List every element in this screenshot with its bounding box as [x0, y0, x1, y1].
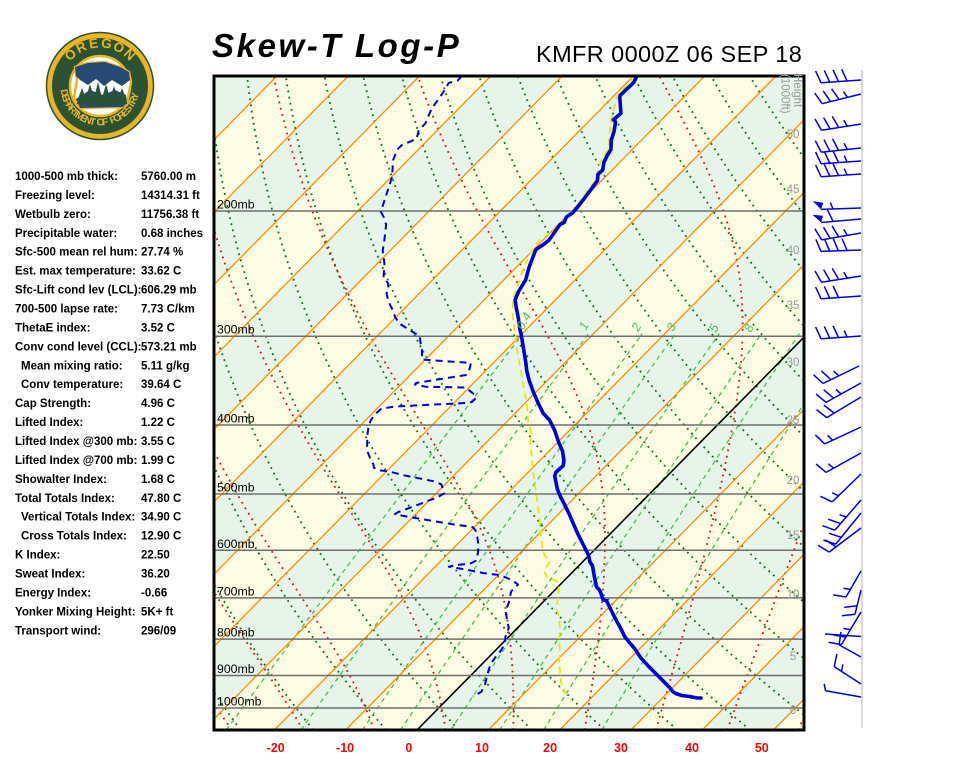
svg-text:10: 10: [787, 589, 800, 601]
svg-text:33.62 C: 33.62 C: [141, 266, 181, 278]
svg-text:Yonker Mixing Height:: Yonker Mixing Height:: [15, 606, 136, 618]
svg-text:7.73 C/km: 7.73 C/km: [141, 304, 195, 316]
svg-text:Wetbulb zero:: Wetbulb zero:: [15, 209, 91, 221]
svg-text:E: E: [78, 113, 89, 126]
svg-text:1000-500 mb thick:: 1000-500 mb thick:: [15, 171, 118, 183]
svg-text:35: 35: [787, 300, 800, 312]
svg-text:39.64 C: 39.64 C: [141, 379, 181, 391]
svg-text:P: P: [60, 97, 73, 108]
svg-text:Lifted Index:: Lifted Index:: [15, 417, 83, 429]
svg-text:10: 10: [475, 741, 489, 755]
svg-text:300mb: 300mb: [217, 323, 255, 337]
svg-text:Conv temperature:: Conv temperature:: [21, 379, 123, 391]
svg-text:0.68 inches: 0.68 inches: [141, 228, 203, 240]
svg-text:573.21 mb: 573.21 mb: [141, 341, 197, 353]
svg-text:600mb: 600mb: [217, 537, 255, 551]
svg-text:40: 40: [787, 245, 800, 257]
svg-text:-0.66: -0.66: [141, 588, 167, 600]
svg-text:0: 0: [405, 741, 412, 755]
svg-text:Y: Y: [129, 91, 141, 101]
svg-text:Cap Strength:: Cap Strength:: [15, 398, 91, 410]
svg-text:Showalter Index:: Showalter Index:: [15, 474, 107, 486]
svg-text:500mb: 500mb: [217, 481, 255, 495]
svg-text:-20: -20: [267, 741, 285, 755]
svg-text:E: E: [88, 35, 99, 51]
svg-text:1000mb: 1000mb: [217, 695, 262, 709]
svg-text:40: 40: [685, 741, 699, 755]
svg-text:14314.31 ft: 14314.31 ft: [141, 190, 200, 202]
svg-text:50: 50: [787, 129, 800, 141]
svg-text:E: E: [59, 93, 72, 103]
svg-text:F: F: [102, 117, 110, 129]
svg-text:606.29 mb: 606.29 mb: [141, 285, 197, 297]
svg-text:4.96 C: 4.96 C: [141, 398, 175, 410]
svg-text:Lifted Index @300 mb:: Lifted Index @300 mb:: [15, 436, 137, 448]
svg-text:5: 5: [790, 651, 796, 663]
svg-text:200mb: 200mb: [217, 198, 255, 212]
svg-text:Vertical Totals Index:: Vertical Totals Index:: [21, 512, 135, 524]
svg-text:Sfc-Lift cond lev (LCL):: Sfc-Lift cond lev (LCL):: [15, 285, 142, 297]
svg-text:T: T: [125, 100, 138, 111]
svg-text:T: T: [88, 116, 96, 128]
svg-text:Sweat Index:: Sweat Index:: [15, 569, 85, 581]
svg-text:0: 0: [790, 705, 796, 717]
svg-text:30: 30: [614, 741, 628, 755]
svg-text:T: T: [69, 108, 81, 120]
svg-text:296/09: 296/09: [141, 625, 176, 637]
svg-text:20: 20: [787, 475, 800, 487]
svg-text:Mean mixing ratio:: Mean mixing ratio:: [21, 360, 123, 372]
svg-text:Height(1000ft): Height(1000ft): [779, 74, 804, 114]
svg-text:N: N: [83, 115, 93, 128]
svg-text:1.68 C: 1.68 C: [141, 474, 175, 486]
svg-text:30: 30: [787, 357, 800, 369]
svg-text:3.52 C: 3.52 C: [141, 322, 175, 334]
svg-text:800mb: 800mb: [217, 626, 255, 640]
svg-text:D: D: [58, 88, 70, 97]
svg-text:Sfc-500 mean rel hum:: Sfc-500 mean rel hum:: [15, 247, 138, 259]
svg-text:KMFR 0000Z 06 SEP 18: KMFR 0000Z 06 SEP 18: [536, 41, 802, 67]
svg-text:1.99 C: 1.99 C: [141, 455, 175, 467]
svg-text:Freezing level:: Freezing level:: [15, 190, 95, 202]
svg-text:1.22 C: 1.22 C: [141, 417, 175, 429]
svg-text:Transport wind:: Transport wind:: [15, 625, 101, 637]
svg-text:Est. max temperature:: Est. max temperature:: [15, 266, 136, 278]
svg-text:-10: -10: [336, 741, 354, 755]
svg-text:34.90 C: 34.90 C: [141, 512, 181, 524]
svg-text:K Index:: K Index:: [15, 550, 60, 562]
svg-text:25: 25: [787, 415, 800, 427]
svg-text:ThetaE index:: ThetaE index:: [15, 322, 90, 334]
svg-text:5K+ ft: 5K+ ft: [141, 606, 173, 618]
svg-text:700-500 lapse rate:: 700-500 lapse rate:: [15, 304, 118, 316]
svg-text:G: G: [100, 35, 113, 51]
svg-text:47.80 C: 47.80 C: [141, 493, 181, 505]
svg-text:15: 15: [787, 530, 800, 542]
svg-text:700mb: 700mb: [217, 584, 255, 598]
svg-text:400mb: 400mb: [217, 412, 255, 426]
svg-text:Total Totals Index:: Total Totals Index:: [15, 493, 115, 505]
svg-text:36.20: 36.20: [141, 569, 170, 581]
svg-text:27.74 %: 27.74 %: [141, 247, 183, 259]
svg-text:Conv cond level (CCL):: Conv cond level (CCL):: [15, 341, 142, 353]
svg-text:11756.38 ft: 11756.38 ft: [141, 209, 199, 221]
svg-text:12.90 C: 12.90 C: [141, 531, 181, 543]
svg-text:5.11 g/kg: 5.11 g/kg: [141, 360, 190, 372]
svg-text:20: 20: [543, 741, 557, 755]
svg-text:Skew-T Log-P: Skew-T Log-P: [212, 27, 461, 64]
svg-text:Energy Index:: Energy Index:: [15, 588, 91, 600]
svg-text:F: F: [108, 114, 118, 126]
svg-text:Cross Totals Index:: Cross Totals Index:: [21, 531, 127, 543]
svg-text:50: 50: [755, 741, 769, 755]
svg-text:5760.00 m: 5760.00 m: [141, 171, 196, 183]
svg-text:3.55 C: 3.55 C: [141, 436, 175, 448]
svg-text:Lifted Index @700 mb:: Lifted Index @700 mb:: [15, 455, 137, 467]
svg-text:900mb: 900mb: [217, 662, 255, 676]
svg-text:R: R: [127, 95, 140, 107]
svg-text:O: O: [96, 117, 104, 128]
svg-text:22.50: 22.50: [141, 550, 170, 562]
svg-text:45: 45: [787, 184, 800, 196]
svg-text:Precipitable water:: Precipitable water:: [15, 228, 117, 240]
